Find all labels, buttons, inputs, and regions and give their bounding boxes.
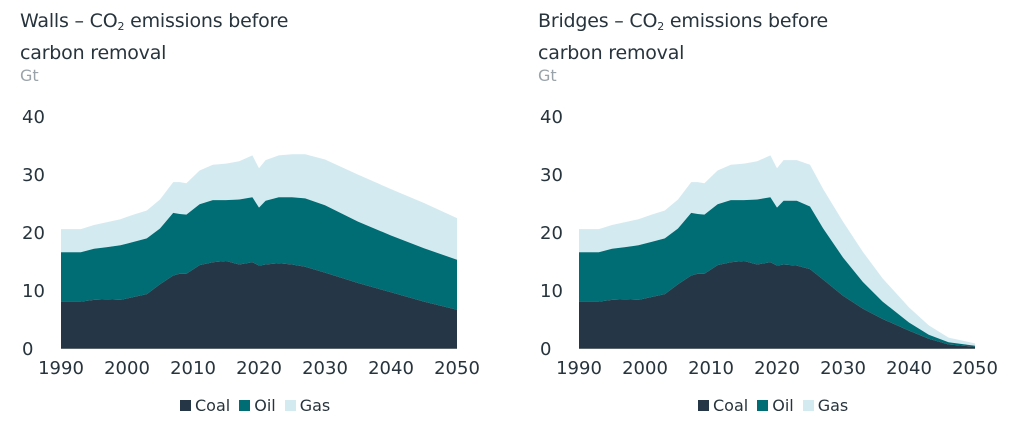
- legend-swatch-oil: [757, 400, 769, 411]
- y-tick-label: 20: [22, 223, 45, 244]
- area-gas: [61, 154, 457, 260]
- y-tick-label: 10: [22, 281, 45, 302]
- legend-item-gas: Gas: [802, 396, 848, 415]
- x-tick-label: 2000: [104, 358, 150, 379]
- area-gas: [579, 155, 975, 346]
- chart-title: Walls – CO2 emissions before carbon remo…: [20, 10, 289, 64]
- bridges-chart-panel: Bridges – CO2 emissions before carbon re…: [518, 0, 1024, 421]
- legend: Coal Oil Gas: [180, 396, 339, 415]
- walls-chart-panel: Walls – CO2 emissions before carbon remo…: [20, 10, 480, 415]
- x-tick-label: 2020: [236, 358, 282, 379]
- y-tick-label: 20: [540, 223, 563, 244]
- legend-swatch-gas: [284, 400, 296, 411]
- legend-item-coal: Coal: [180, 396, 230, 415]
- x-tick-label: 2040: [368, 358, 414, 379]
- legend: Coal Oil Gas: [698, 396, 857, 415]
- x-tick-label: 2000: [622, 358, 668, 379]
- legend-item-oil: Oil: [239, 396, 276, 415]
- x-tick-label: 1990: [556, 358, 602, 379]
- y-unit-label: Gt: [538, 66, 557, 85]
- area-coal: [579, 261, 975, 348]
- y-tick-label: 30: [22, 165, 45, 186]
- y-tick-label: 10: [540, 281, 563, 302]
- legend-item-coal: Coal: [698, 396, 748, 415]
- legend-item-oil: Oil: [757, 396, 794, 415]
- x-tick-label: 1990: [38, 358, 84, 379]
- x-tick-label: 2020: [754, 358, 800, 379]
- legend-swatch-gas: [802, 400, 814, 411]
- area-coal: [61, 261, 457, 348]
- y-tick-label: 40: [540, 107, 563, 128]
- legend-swatch-coal: [698, 400, 709, 411]
- y-tick-label: 30: [540, 165, 563, 186]
- y-tick-label: 0: [22, 339, 33, 360]
- x-tick-label: 2050: [952, 358, 998, 379]
- y-unit-label: Gt: [20, 66, 39, 85]
- x-tick-label: 2050: [434, 358, 480, 379]
- legend-item-gas: Gas: [284, 396, 330, 415]
- x-tick-label: 2010: [170, 358, 216, 379]
- x-tick-label: 2040: [886, 358, 932, 379]
- area-oil: [579, 197, 975, 347]
- y-tick-label: 0: [540, 339, 551, 360]
- legend-swatch-coal: [180, 400, 191, 411]
- x-tick-label: 2030: [302, 358, 348, 379]
- area-oil: [61, 197, 457, 310]
- x-tick-label: 2010: [688, 358, 734, 379]
- x-tick-label: 2030: [820, 358, 866, 379]
- legend-swatch-oil: [239, 400, 251, 411]
- y-tick-label: 40: [22, 107, 45, 128]
- chart-title: Bridges – CO2 emissions before carbon re…: [538, 10, 829, 64]
